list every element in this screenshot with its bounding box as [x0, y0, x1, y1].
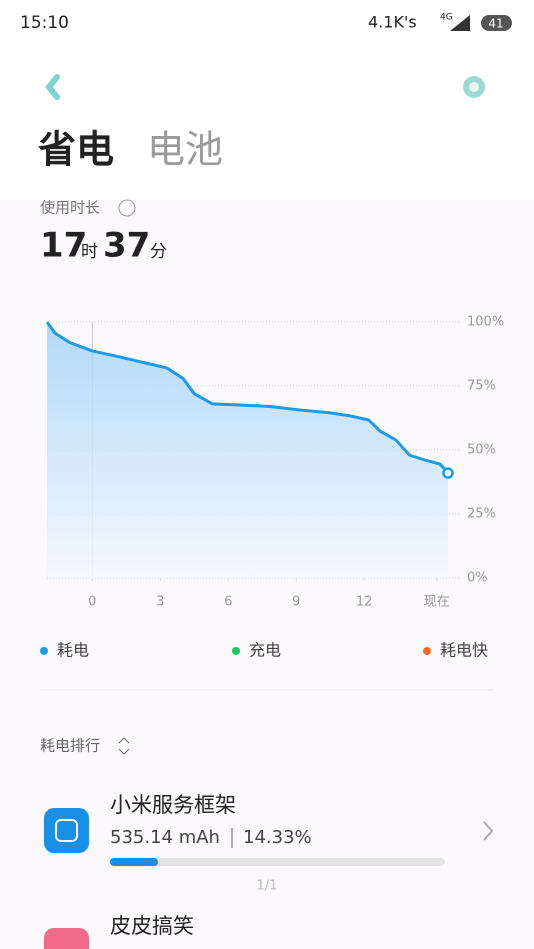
- settings-icon-hole: [469, 82, 479, 92]
- clock: 15:10: [20, 13, 69, 33]
- line: [45, 321, 450, 475]
- x-tick-label: 现在: [424, 595, 450, 610]
- usage-hours: 17: [40, 226, 87, 266]
- usage-hours-unit: 时: [81, 242, 98, 262]
- x-tick-label: 0: [88, 595, 96, 610]
- legend-label: 耗电快: [440, 641, 488, 660]
- legend-dot: [423, 647, 431, 655]
- sort-icon: [118, 737, 130, 755]
- app-icon-logo: [55, 819, 78, 842]
- usage-label: 使用时长: [40, 199, 100, 217]
- back-button[interactable]: [45, 74, 60, 100]
- usage-minutes-unit: 分: [150, 242, 167, 262]
- x-tick-label: 9: [292, 595, 300, 610]
- ranking-title[interactable]: 耗电排行: [40, 737, 100, 755]
- end-point: [442, 467, 454, 479]
- network: 4G: [440, 13, 453, 23]
- help-icon[interactable]: [118, 199, 136, 217]
- app-icon: [44, 928, 89, 949]
- signal-icon: [450, 15, 470, 31]
- page-indicator: 1/1: [257, 879, 278, 894]
- x-tick-label: 6: [224, 595, 232, 610]
- x-tick-label: 3: [156, 595, 164, 610]
- y-tick-label: 75%: [467, 379, 496, 394]
- legend-label: 充电: [249, 641, 281, 660]
- chevron[interactable]: [483, 821, 494, 841]
- y-tick-label: 100%: [467, 315, 504, 330]
- battery-icon: [481, 15, 512, 31]
- app-icon: [44, 808, 89, 853]
- y-tick-label: 50%: [467, 443, 496, 458]
- app-share: 14.33%: [243, 827, 312, 848]
- tab-inactive[interactable]: 电池: [147, 128, 223, 172]
- app-name[interactable]: 小米服务框架: [110, 793, 236, 817]
- usage-minutes: 37: [103, 226, 150, 266]
- legend-label: 耗电: [57, 641, 89, 660]
- progress-fill: [110, 858, 159, 866]
- area: [47, 322, 448, 578]
- x-tick-label: 12: [356, 595, 373, 610]
- y-tick-label: 0%: [467, 571, 488, 586]
- legend-dot: [40, 647, 48, 655]
- y-tick-label: 25%: [467, 507, 496, 522]
- tab-active[interactable]: 省电: [38, 128, 114, 172]
- app-name[interactable]: 皮皮搞笑: [110, 914, 194, 938]
- legend-dot: [232, 647, 240, 655]
- progress-track: [110, 858, 445, 866]
- app-capacity: 535.14 mAh: [110, 827, 220, 848]
- net-speed: 4.1K's: [368, 13, 417, 32]
- battery-level: 41: [488, 17, 503, 31]
